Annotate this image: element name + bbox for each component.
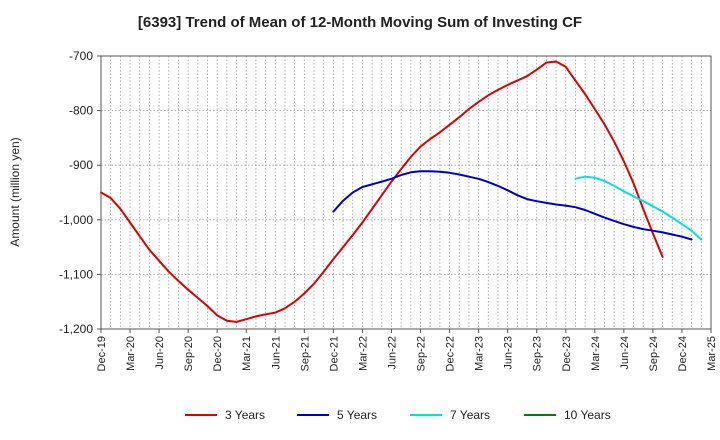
y-tick-label: -800 [69,104,93,118]
x-tick-label: Mar-20 [125,336,137,371]
series-layer [100,60,703,323]
x-tick-label: Dec-20 [212,336,224,371]
x-tick-label: Mar-25 [706,336,718,371]
x-tick-label: Sep-20 [183,336,195,371]
y-tick-label: -1,100 [59,267,93,281]
y-tick-label: -1,000 [59,213,93,227]
y-axis-ticks: -700 -800 -900 -1,000 -1,100 -1,200 [59,49,101,336]
x-tick-label: Mar-22 [357,336,369,371]
legend-label-10-years: 10 Years [564,408,611,422]
x-tick-label: Mar-24 [590,336,602,371]
x-tick-label: Mar-23 [474,336,486,371]
grid-layer [101,55,711,330]
y-axis-label: Amount (million yen) [8,137,22,246]
series-line-3-years [100,60,664,323]
chart-title: [6393] Trend of Mean of 12-Month Moving … [137,14,583,31]
x-tick-label: Sep-22 [416,336,428,371]
x-tick-label: Dec-21 [328,336,340,371]
legend-label-7-years: 7 Years [450,408,490,422]
x-axis-ticks: Dec-19 Mar-20 Jun-20 Sep-20 Dec-20 Mar-21 Jun-… [96,329,718,371]
x-tick-label: Sep-21 [299,336,311,371]
x-tick-label: Dec-24 [677,336,689,371]
x-tick-label: Mar-21 [241,336,253,371]
x-tick-label: Sep-23 [532,336,544,371]
x-tick-label: Jun-24 [619,336,631,370]
x-tick-label: Jun-21 [270,336,282,370]
x-tick-label: Jun-23 [503,336,515,370]
y-tick-label: -900 [69,158,93,172]
legend-label-5-years: 5 Years [337,408,377,422]
y-tick-label: -1,200 [59,322,93,336]
legend-label-3-years: 3 Years [225,408,265,422]
x-tick-label: Sep-24 [648,336,660,371]
x-tick-label: Dec-19 [96,336,108,371]
x-tick-label: Dec-22 [445,336,457,371]
legend: 3 Years 5 Years 7 Years 10 Years [185,408,611,422]
plot-frame [100,55,712,330]
series-line-5-years [332,170,693,241]
x-tick-label: Jun-20 [154,336,166,370]
x-tick-label: Dec-23 [561,336,573,371]
y-tick-label: -700 [69,49,93,63]
x-tick-label: Jun-22 [386,336,398,370]
series-line-7-years [574,175,703,241]
